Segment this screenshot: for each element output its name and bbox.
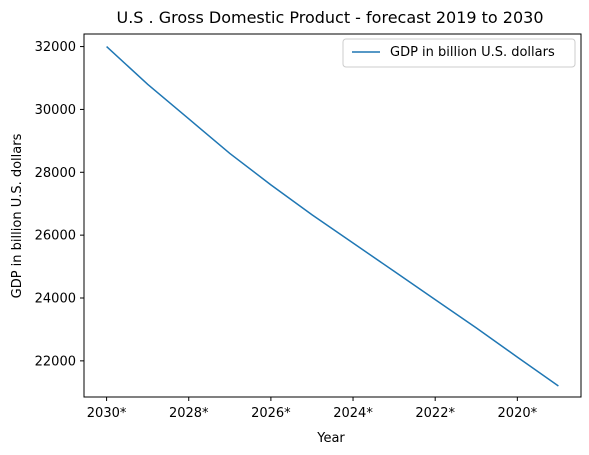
legend: GDP in billion U.S. dollars xyxy=(342,38,576,68)
y-axis: 22000 24000 26000 28000 30000 32000 xyxy=(35,40,84,369)
gdp-line xyxy=(106,46,559,387)
y-tick-label: 32000 xyxy=(35,40,76,55)
y-tick-label: 26000 xyxy=(35,229,76,244)
y-tick-label: 24000 xyxy=(35,292,76,307)
y-tick-label: 30000 xyxy=(35,103,76,118)
x-axis-label: Year xyxy=(316,431,345,446)
x-tick-label: 2022* xyxy=(415,406,455,421)
legend-label: GDP in billion U.S. dollars xyxy=(390,45,555,60)
x-tick-label: 2026* xyxy=(251,406,291,421)
x-axis: 2030* 2028* 2026* 2024* 2022* 2020* xyxy=(87,397,538,421)
x-tick-label: 2028* xyxy=(169,406,209,421)
x-tick-label: 2024* xyxy=(333,406,373,421)
legend-box xyxy=(342,38,576,68)
y-tick-label: 22000 xyxy=(35,354,76,369)
y-tick-label: 28000 xyxy=(35,166,76,181)
y-axis-label: GDP in billion U.S. dollars xyxy=(10,133,25,298)
chart-title: U.S . Gross Domestic Product - forecast … xyxy=(116,8,543,27)
x-tick-label: 2030* xyxy=(87,406,127,421)
plot-area xyxy=(83,33,582,398)
x-tick-label: 2020* xyxy=(498,406,538,421)
